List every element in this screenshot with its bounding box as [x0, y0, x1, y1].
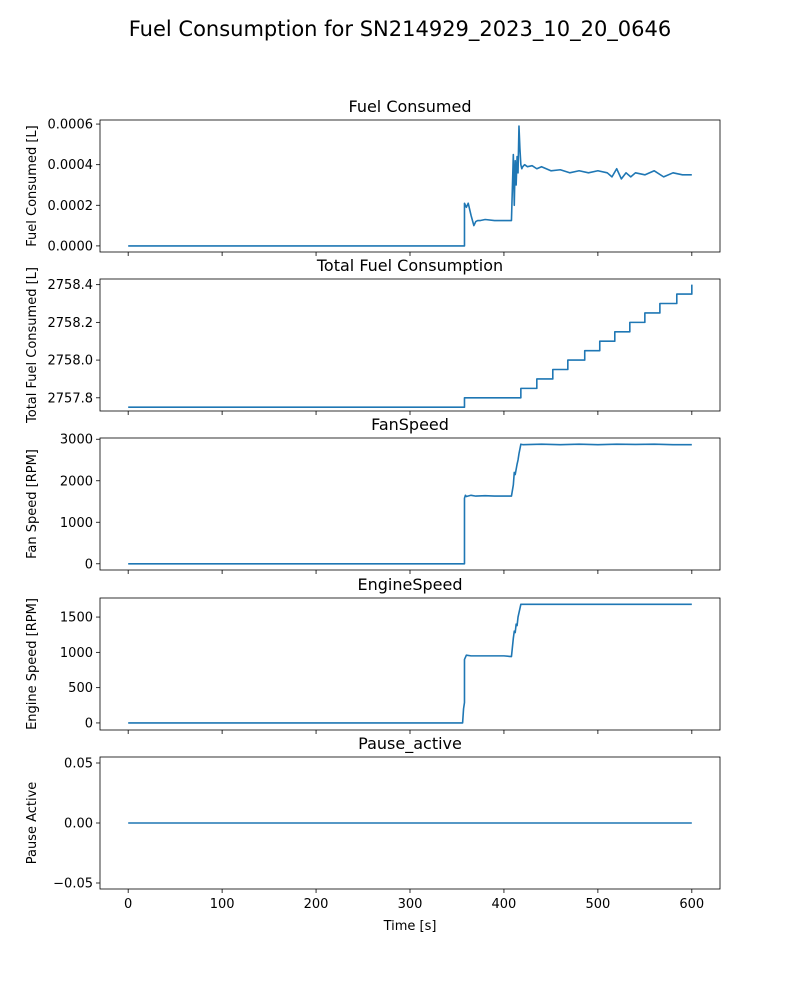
- y-tick-label: 0.0000: [48, 239, 94, 254]
- plot-frame: [99, 278, 721, 412]
- y-tick-label: −0.05: [53, 877, 93, 892]
- series-line: [128, 284, 693, 409]
- series-line: [128, 443, 692, 565]
- plot-frame: [99, 119, 721, 253]
- subplot-1: Fuel Consumed Fuel Consumed [L] 0.0000 0.00…: [25, 97, 721, 256]
- x-tick-label: 400: [492, 897, 517, 912]
- x-tick-label: 600: [679, 897, 704, 912]
- y-axis-label: Fan Speed [RPM]: [25, 449, 40, 559]
- y-tick-label: 1000: [60, 516, 93, 531]
- y-tick-label: 1500: [60, 611, 93, 626]
- x-axis-label: Time [s]: [383, 919, 437, 934]
- subplot-title: Pause_active: [358, 734, 462, 754]
- subplot-5: Pause_active Pause Active −0.05 0.00 0.05 0 10…: [25, 734, 721, 912]
- series-line: [128, 603, 692, 724]
- series-line: [128, 125, 692, 247]
- subplot-title: Total Fuel Consumption: [316, 256, 503, 275]
- subplot-2: Total Fuel Consumption Total Fuel Consume…: [25, 256, 721, 424]
- x-tick-label: 500: [585, 897, 610, 912]
- plot-frame: [99, 437, 721, 571]
- y-axis-label: Fuel Consumed [L]: [25, 125, 40, 246]
- x-tick-label: 100: [210, 897, 235, 912]
- y-axis-label: Engine Speed [RPM]: [25, 598, 40, 730]
- y-tick-label: 3000: [60, 433, 93, 448]
- x-tick-label: 200: [304, 897, 329, 912]
- y-tick-label: 0.0004: [48, 158, 94, 173]
- y-axis-label: Pause Active: [25, 782, 40, 865]
- y-tick-label: 1000: [60, 646, 93, 661]
- y-tick-label: 0.0002: [48, 199, 94, 214]
- y-tick-label: 0: [85, 716, 93, 731]
- y-tick-label: 2758.0: [48, 354, 94, 369]
- subplot-title: FanSpeed: [371, 415, 449, 434]
- y-tick-label: 0.05: [64, 757, 93, 772]
- y-tick-label: 2757.8: [48, 391, 94, 406]
- subplot-title: Fuel Consumed: [348, 97, 471, 116]
- y-tick-label: 0: [85, 557, 93, 572]
- subplot-3: FanSpeed Fan Speed [RPM] 0 1000 2000 3000: [25, 415, 721, 574]
- y-axis-label: Total Fuel Consumed [L]: [25, 267, 40, 424]
- y-tick-label: 500: [68, 681, 93, 696]
- y-tick-label: 2758.2: [48, 316, 94, 331]
- x-tick-label: 300: [398, 897, 423, 912]
- plot-frame: [99, 597, 721, 731]
- y-tick-label: 2758.4: [48, 278, 94, 293]
- y-tick-label: 0.0006: [48, 118, 94, 133]
- y-tick-label: 0.00: [64, 817, 93, 832]
- subplot-title: EngineSpeed: [358, 575, 463, 594]
- x-tick-label: 0: [124, 897, 132, 912]
- y-tick-label: 2000: [60, 474, 93, 489]
- plot-frame: [99, 756, 721, 890]
- figure-title: Fuel Consumption for SN214929_2023_10_20…: [129, 17, 672, 42]
- subplot-4: EngineSpeed Engine Speed [RPM] 0 500 1000 150…: [25, 575, 721, 734]
